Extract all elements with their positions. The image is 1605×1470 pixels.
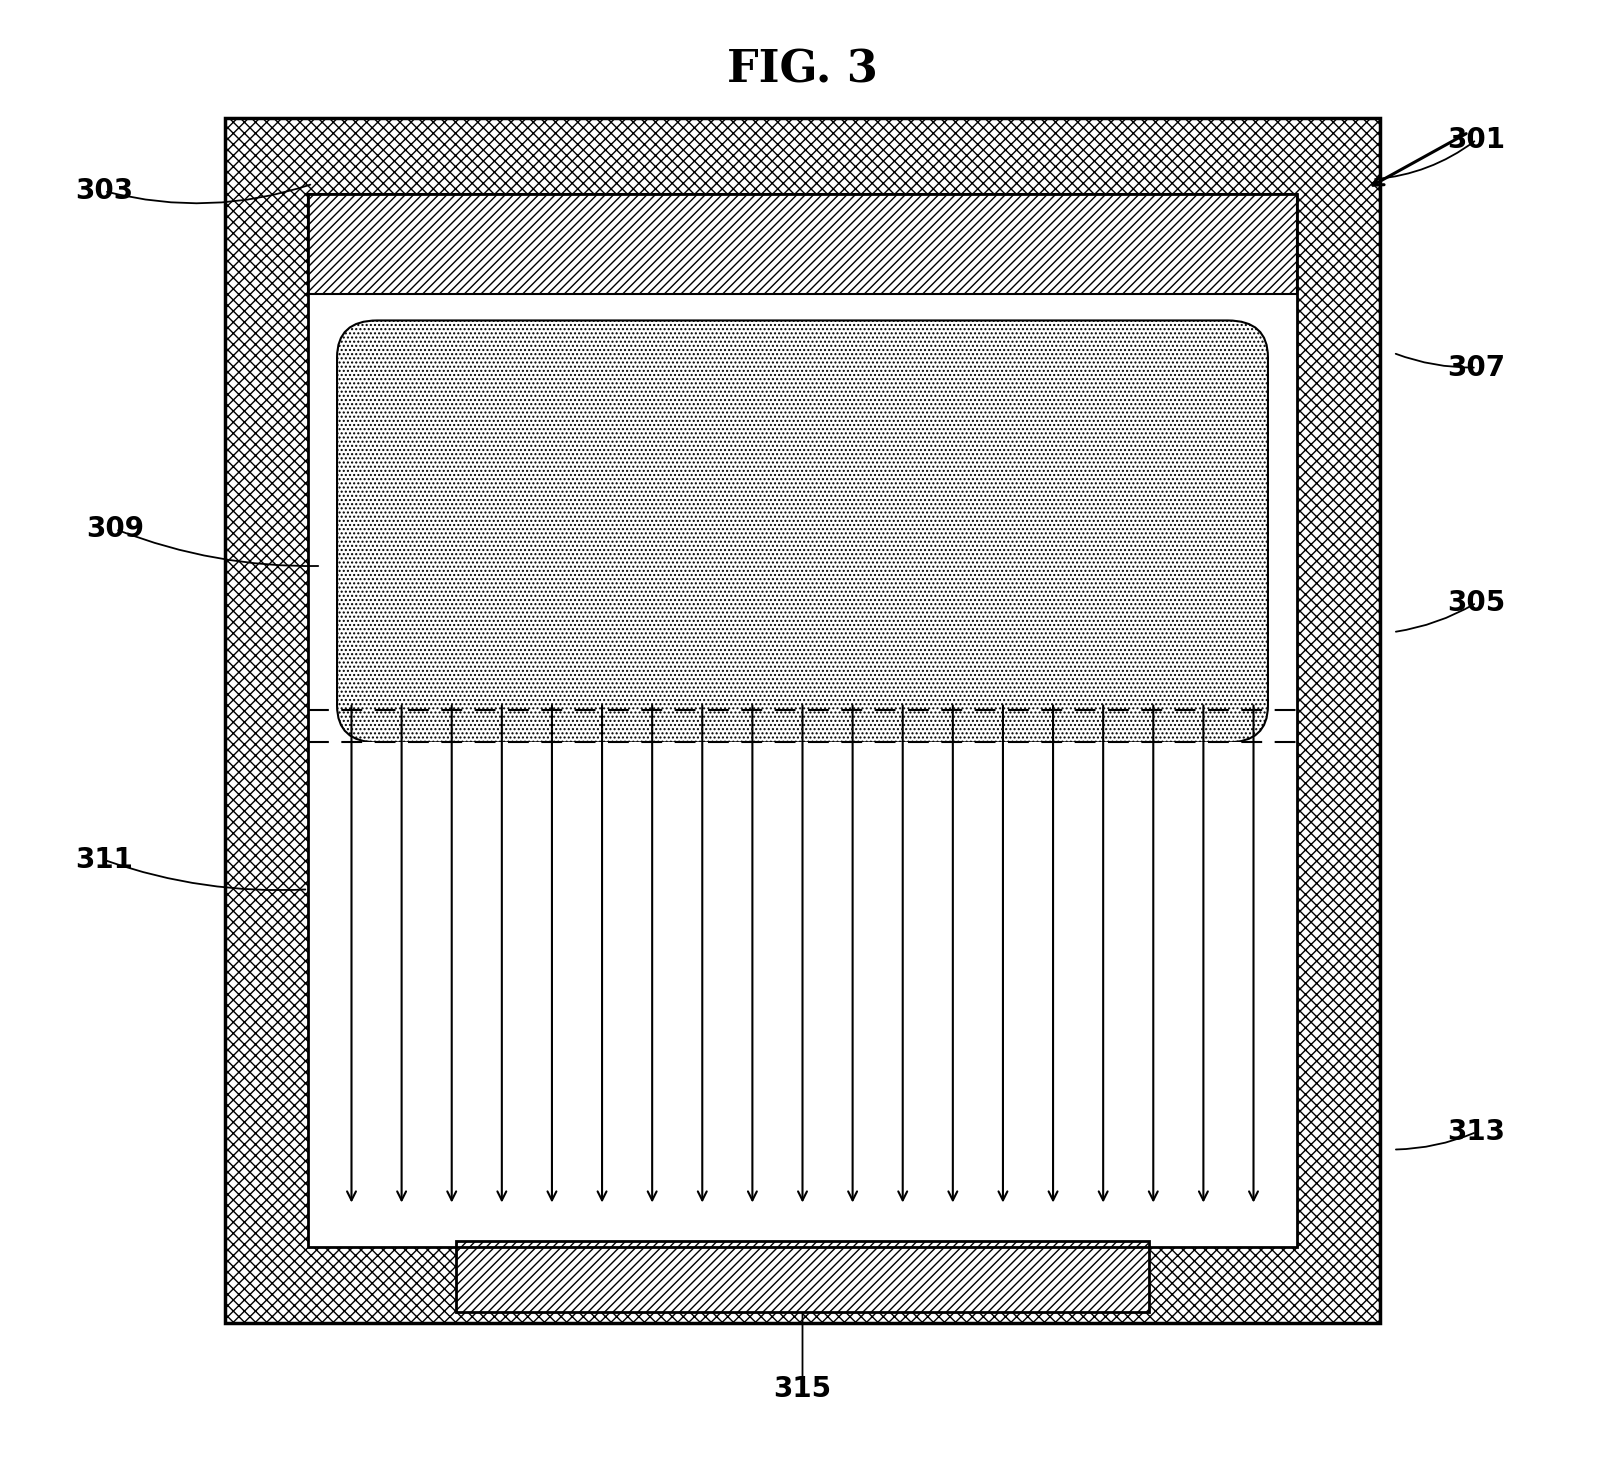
Text: 315: 315 bbox=[774, 1374, 831, 1404]
Text: 313: 313 bbox=[1448, 1117, 1505, 1147]
Text: 303: 303 bbox=[75, 176, 133, 206]
Bar bbox=[308, 194, 1297, 1247]
Bar bbox=[225, 118, 1380, 1323]
Text: 301: 301 bbox=[1448, 125, 1505, 154]
Text: 305: 305 bbox=[1448, 588, 1505, 617]
Text: FIG. 3: FIG. 3 bbox=[727, 49, 878, 91]
Text: 307: 307 bbox=[1448, 353, 1505, 382]
Bar bbox=[308, 194, 1297, 1247]
FancyBboxPatch shape bbox=[337, 320, 1268, 742]
Bar bbox=[456, 1241, 1149, 1311]
Bar bbox=[308, 194, 1297, 294]
Text: 311: 311 bbox=[75, 845, 133, 875]
Bar bbox=[308, 742, 1297, 1227]
Text: 309: 309 bbox=[87, 514, 144, 544]
